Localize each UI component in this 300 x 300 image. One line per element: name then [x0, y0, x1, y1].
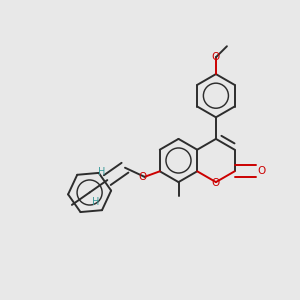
- Text: H: H: [98, 167, 105, 176]
- Text: H: H: [92, 197, 100, 207]
- Text: O: O: [138, 172, 147, 182]
- Text: O: O: [257, 166, 265, 176]
- Text: O: O: [212, 52, 220, 62]
- Text: O: O: [212, 178, 220, 188]
